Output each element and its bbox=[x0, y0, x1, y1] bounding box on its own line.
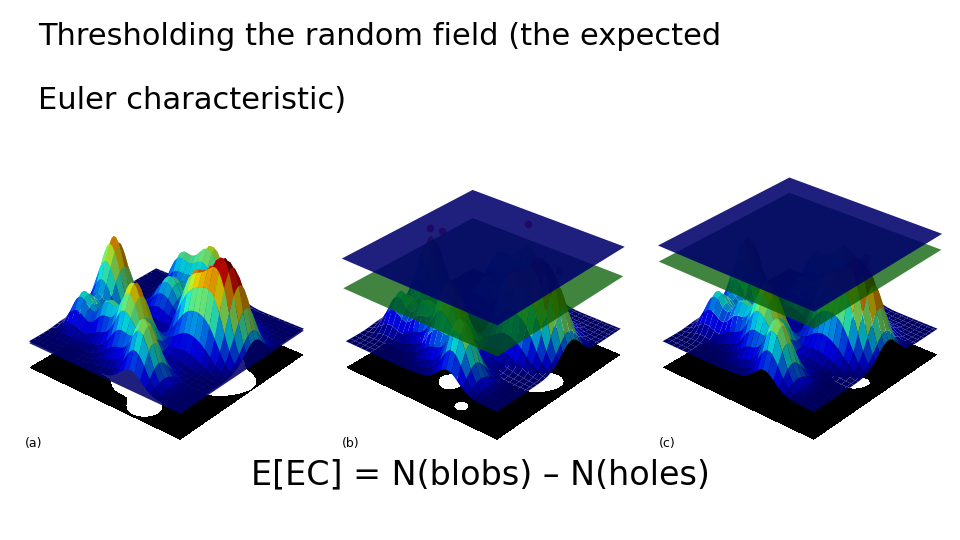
Text: E[EC] = N(blobs) – N(holes): E[EC] = N(blobs) – N(holes) bbox=[251, 458, 709, 491]
Text: (a): (a) bbox=[25, 437, 42, 450]
Text: (b): (b) bbox=[342, 437, 359, 450]
Text: (c): (c) bbox=[659, 437, 675, 450]
Text: Euler characteristic): Euler characteristic) bbox=[38, 86, 347, 116]
Text: Thresholding the random field (the expected: Thresholding the random field (the expec… bbox=[38, 22, 722, 51]
